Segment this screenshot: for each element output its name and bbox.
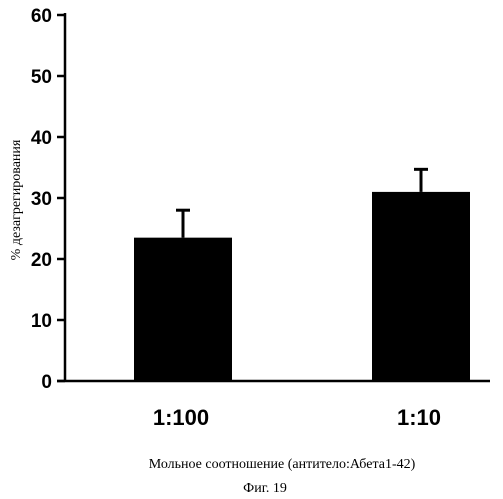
y-axis-title: % дезагрегирования: [9, 139, 24, 260]
bar-1-10: [372, 192, 470, 381]
y-tick-label: 40: [31, 128, 52, 149]
figure-caption: Фиг. 19: [243, 481, 287, 496]
y-tick-label: 0: [41, 372, 52, 393]
y-tick-label: 20: [31, 250, 52, 271]
y-tick-label: 50: [31, 67, 52, 88]
y-tick-label: 10: [31, 311, 52, 332]
x-axis-title: Мольное соотношение (антитело:Абета1-42): [149, 457, 416, 472]
category-label: 1:100: [153, 405, 209, 430]
y-tick-label: 60: [31, 6, 52, 27]
y-axis: 0 10 20 30 40 50 60: [31, 6, 65, 393]
bar-1-100: [134, 238, 232, 381]
bars: [134, 169, 470, 381]
category-label: 1:10: [397, 405, 441, 430]
y-tick-label: 30: [31, 189, 52, 210]
category-labels: 1:100 1:10: [153, 405, 441, 430]
